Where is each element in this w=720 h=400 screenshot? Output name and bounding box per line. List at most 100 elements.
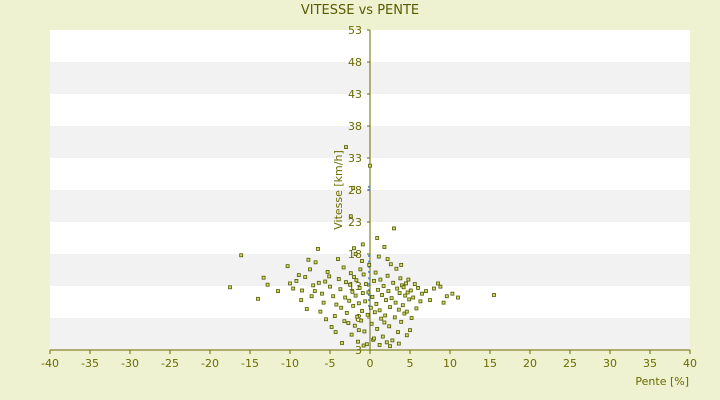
data-point	[303, 275, 308, 279]
data-point	[392, 226, 396, 231]
data-point	[352, 275, 356, 279]
x-tick-label: 10	[443, 357, 457, 370]
x-axis-label: Pente [%]	[635, 375, 689, 388]
data-point	[368, 305, 373, 310]
data-point	[378, 277, 383, 282]
data-point	[388, 305, 392, 310]
data-point	[373, 270, 378, 275]
data-point	[344, 145, 348, 150]
data-point	[364, 282, 368, 286]
data-point	[397, 291, 402, 295]
data-point	[333, 330, 338, 334]
data-point	[444, 294, 449, 299]
data-point	[353, 293, 358, 298]
data-point	[352, 323, 357, 328]
data-point	[356, 328, 361, 333]
x-tick-label: -5	[325, 357, 336, 370]
data-point	[327, 274, 332, 279]
data-point-blue	[368, 293, 371, 296]
data-point	[385, 257, 390, 262]
data-point	[379, 316, 384, 321]
data-point	[411, 295, 416, 300]
data-point	[393, 300, 398, 305]
data-point	[320, 291, 324, 296]
data-point	[360, 259, 364, 263]
data-point	[406, 277, 411, 282]
x-tick-label: 15	[483, 357, 497, 370]
x-tick-label: 30	[603, 357, 617, 370]
x-tick-label: -30	[121, 357, 139, 370]
data-point	[408, 328, 412, 333]
data-point	[400, 303, 405, 308]
data-point	[408, 288, 413, 293]
data-point	[336, 257, 340, 262]
y-tick-label: 38	[348, 120, 362, 133]
data-point	[428, 298, 432, 302]
data-point	[334, 302, 339, 307]
data-point	[339, 305, 344, 310]
data-point	[372, 278, 376, 283]
data-point	[407, 297, 412, 302]
x-axis-ticks: -40 -35 -30 -25 -20 -15 -10 -5 0 5 10 15 20 25 30 35 40	[41, 350, 697, 370]
data-point	[377, 308, 382, 313]
data-point	[380, 334, 385, 339]
data-point	[385, 273, 390, 278]
data-point	[401, 285, 406, 290]
y-axis-label: Vitesse [km/h]	[332, 150, 345, 230]
x-tick-label: -20	[201, 357, 219, 370]
data-point	[384, 298, 388, 302]
y-tick-label: 23	[348, 216, 362, 229]
data-point	[291, 286, 296, 291]
data-point	[338, 287, 343, 292]
x-tick-label: -15	[241, 357, 259, 370]
data-point-blue	[368, 189, 371, 191]
data-point	[392, 315, 397, 320]
data-point	[367, 262, 372, 267]
y-tick-label: 48	[348, 56, 362, 69]
data-point	[492, 293, 496, 297]
data-point	[388, 344, 392, 349]
data-point	[342, 319, 347, 324]
data-point-blue	[368, 304, 371, 307]
data-point	[382, 320, 387, 325]
data-point	[370, 294, 375, 299]
data-point	[396, 341, 401, 346]
data-point	[354, 278, 359, 283]
data-point	[369, 321, 374, 326]
data-point	[344, 310, 349, 315]
data-point	[383, 313, 388, 318]
data-point	[368, 163, 372, 168]
data-point	[389, 296, 394, 301]
data-point	[366, 290, 371, 295]
data-point	[381, 284, 386, 288]
data-point	[346, 321, 351, 326]
data-point	[395, 286, 400, 291]
data-point	[288, 281, 292, 286]
data-point	[325, 270, 330, 274]
data-point	[398, 276, 403, 281]
data-point	[441, 300, 446, 305]
x-tick-label: 20	[523, 357, 537, 370]
data-point	[348, 282, 352, 287]
data-point	[399, 319, 404, 324]
x-tick-label: -40	[41, 357, 59, 370]
data-point	[285, 264, 290, 269]
data-point	[377, 342, 382, 347]
data-point	[358, 267, 363, 272]
data-point	[352, 246, 356, 251]
data-point-blue	[368, 254, 371, 257]
data-point	[329, 325, 334, 329]
data-point	[323, 279, 328, 284]
x-tick-label: -25	[161, 357, 179, 370]
data-point	[362, 329, 367, 334]
data-point	[396, 307, 401, 312]
chart-title: VITESSE vs PENTE	[301, 3, 419, 18]
data-point	[336, 277, 341, 281]
data-point-blue	[368, 185, 371, 188]
data-point	[357, 286, 362, 290]
data-point	[372, 310, 377, 315]
data-point	[365, 312, 370, 317]
data-point	[376, 287, 380, 292]
data-point	[375, 326, 380, 331]
data-point	[304, 307, 309, 311]
